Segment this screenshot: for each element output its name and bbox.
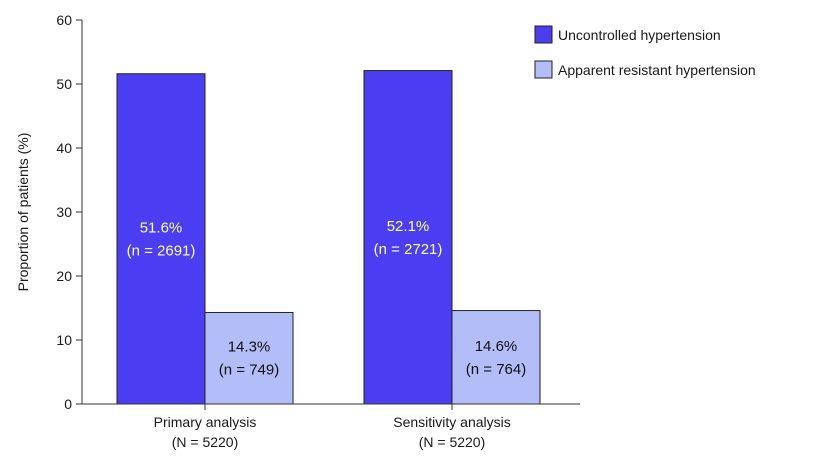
bar-data-label: 14.3% — [228, 339, 271, 356]
y-tick-label: 10 — [56, 332, 72, 348]
bar-uncontrolled-0 — [116, 73, 206, 405]
y-axis: 0 10 20 30 40 50 60 Proportion of patients (%) — [15, 12, 83, 412]
legend-label: Apparent resistant hypertension — [558, 62, 756, 78]
y-axis-title: Proportion of patients (%) — [15, 133, 31, 292]
y-tick-label: 20 — [56, 268, 72, 284]
x-category-label: Primary analysis — [154, 414, 257, 430]
bar-data-label: 51.6% — [140, 219, 183, 236]
x-category-sublabel: (N = 5220) — [172, 434, 239, 450]
legend: Uncontrolled hypertension Apparent resist… — [534, 25, 756, 79]
bar-resistant-0 — [204, 311, 294, 405]
bar-uncontrolled-1 — [363, 70, 453, 405]
bar-data-label: (n = 2691) — [127, 242, 196, 259]
legend-swatch — [534, 60, 553, 79]
bar-data-label: 52.1% — [387, 218, 430, 235]
legend-swatch — [534, 25, 553, 44]
bar-data-label: 14.6% — [475, 338, 518, 355]
y-tick-label: 40 — [56, 140, 72, 156]
x-category-sublabel: (N = 5220) — [419, 434, 486, 450]
bar-resistant-1 — [451, 310, 541, 405]
x-axis: Primary analysis (N = 5220) Sensitivity an… — [82, 403, 580, 450]
x-category-label: Sensitivity analysis — [393, 414, 511, 430]
y-tick-label: 60 — [56, 12, 72, 28]
bar-data-label: (n = 749) — [219, 362, 279, 379]
legend-label: Uncontrolled hypertension — [558, 27, 721, 43]
bar-data-label: (n = 2721) — [374, 241, 443, 258]
y-tick-label: 50 — [56, 76, 72, 92]
y-tick-label: 30 — [56, 204, 72, 220]
bar-data-label: (n = 764) — [466, 361, 526, 378]
bars-group: 51.6% (n = 2691) 14.3% (n = 749) 52.1% (n = 2… — [116, 70, 541, 405]
y-tick-label: 0 — [64, 396, 72, 412]
